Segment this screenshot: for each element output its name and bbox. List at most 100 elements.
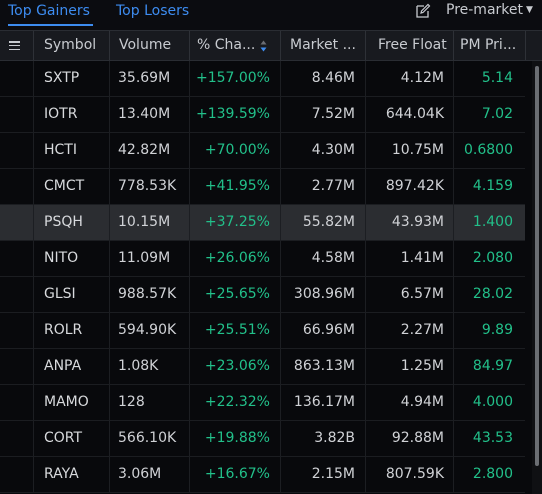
cell-change: +139.59%: [196, 97, 270, 132]
table-row[interactable]: MAMO 128 +22.32% 136.17M 4.94M 4.000: [0, 385, 525, 421]
column-divider: [109, 457, 110, 492]
column-divider: [109, 421, 110, 456]
column-divider: [365, 457, 366, 492]
table-row[interactable]: NITO 11.09M +26.06% 4.58M 1.41M 2.080: [0, 241, 525, 277]
cell-market-cap: 3.82B: [314, 421, 355, 456]
table-row[interactable]: RAYA 3.06M +16.67% 2.15M 807.59K 2.800: [0, 457, 525, 493]
cell-pm-price: 0.6800: [464, 133, 513, 168]
column-divider: [365, 385, 366, 420]
column-header-pm-price[interactable]: PM Pri...: [460, 31, 524, 60]
cell-pm-price: 2.080: [473, 241, 513, 276]
table-row[interactable]: CMCT 778.53K +41.95% 2.77M 897.42K 4.159: [0, 169, 525, 205]
cell-free-float: 92.88M: [392, 421, 444, 456]
column-divider: [453, 241, 454, 276]
column-divider: [453, 349, 454, 384]
cell-market-cap: 2.15M: [312, 457, 355, 492]
column-divider: [280, 241, 281, 276]
cell-market-cap: 7.52M: [312, 97, 355, 132]
column-divider: [453, 385, 454, 420]
table-row[interactable]: GLSI 988.57K +25.65% 308.96M 6.57M 28.02: [0, 277, 525, 313]
cell-change: +157.00%: [196, 61, 270, 96]
column-divider: [280, 61, 281, 96]
tab-top-losers[interactable]: Top Losers: [116, 0, 189, 24]
scrollbar-thumb[interactable]: [535, 66, 539, 466]
column-divider: [33, 277, 34, 312]
column-divider: [189, 385, 190, 420]
column-divider: [280, 31, 281, 60]
column-divider: [33, 61, 34, 96]
column-divider: [525, 31, 526, 60]
column-divider: [189, 169, 190, 204]
column-header-symbol[interactable]: Symbol: [44, 31, 108, 60]
cell-change: +25.51%: [205, 313, 270, 348]
cell-free-float: 6.57M: [401, 277, 444, 312]
cell-volume: 42.82M: [118, 133, 170, 168]
edit-icon[interactable]: [415, 3, 431, 19]
table-row[interactable]: CORT 566.10K +19.88% 3.82B 92.88M 43.53: [0, 421, 525, 457]
table-row[interactable]: HCTI 42.82M +70.00% 4.30M 10.75M 0.6800: [0, 133, 525, 169]
cell-symbol: NITO: [44, 241, 78, 276]
table-row[interactable]: IOTR 13.40M +139.59% 7.52M 644.04K 7.02: [0, 97, 525, 133]
cell-volume: 35.69M: [118, 61, 170, 96]
column-divider: [365, 61, 366, 96]
menu-icon[interactable]: [9, 41, 20, 50]
column-divider: [33, 97, 34, 132]
cell-market-cap: 66.96M: [303, 313, 355, 348]
column-header-free-float[interactable]: Free Float: [378, 31, 450, 60]
cell-free-float: 4.12M: [401, 61, 444, 96]
cell-free-float: 10.75M: [392, 133, 444, 168]
cell-change: +41.95%: [205, 169, 270, 204]
column-divider: [365, 349, 366, 384]
cell-market-cap: 55.82M: [303, 205, 355, 240]
table-row[interactable]: SXTP 35.69M +157.00% 8.46M 4.12M 5.14: [0, 61, 525, 97]
table-row[interactable]: PSQH 10.15M +37.25% 55.82M 43.93M 1.400: [0, 205, 525, 241]
cell-free-float: 2.27M: [401, 313, 444, 348]
column-header-change[interactable]: % Cha...: [197, 31, 257, 60]
cell-market-cap: 136.17M: [294, 385, 355, 420]
column-divider: [33, 385, 34, 420]
column-divider: [33, 205, 34, 240]
column-divider: [33, 31, 34, 60]
cell-pm-price: 4.159: [473, 169, 513, 204]
column-header-volume[interactable]: Volume: [119, 31, 183, 60]
column-divider: [453, 61, 454, 96]
column-divider: [109, 133, 110, 168]
column-divider: [365, 313, 366, 348]
cell-pm-price: 4.000: [473, 385, 513, 420]
column-divider: [109, 385, 110, 420]
column-divider: [365, 133, 366, 168]
cell-market-cap: 2.77M: [312, 169, 355, 204]
cell-change: +25.65%: [205, 277, 270, 312]
session-dropdown[interactable]: Pre-market ▼: [446, 0, 533, 22]
cell-symbol: IOTR: [44, 97, 77, 132]
sort-desc-icon[interactable]: [260, 40, 267, 52]
session-label: Pre-market: [446, 2, 523, 18]
column-divider: [280, 457, 281, 492]
column-divider: [109, 205, 110, 240]
cell-free-float: 1.25M: [401, 349, 444, 384]
cell-symbol: CMCT: [44, 169, 84, 204]
column-divider: [189, 61, 190, 96]
cell-pm-price: 84.97: [473, 349, 513, 384]
column-divider: [189, 31, 190, 60]
table-row[interactable]: ANPA 1.08K +23.06% 863.13M 1.25M 84.97: [0, 349, 525, 385]
cell-change: +70.00%: [205, 133, 270, 168]
tab-top-gainers[interactable]: Top Gainers: [8, 0, 90, 24]
column-divider: [33, 169, 34, 204]
column-header-market-cap[interactable]: Market ...: [290, 31, 360, 60]
cell-change: +19.88%: [205, 421, 270, 456]
column-divider: [453, 205, 454, 240]
cell-symbol: CORT: [44, 421, 82, 456]
cell-symbol: RAYA: [44, 457, 79, 492]
cell-free-float: 807.59K: [386, 457, 444, 492]
cell-free-float: 1.41M: [401, 241, 444, 276]
column-divider: [189, 313, 190, 348]
cell-market-cap: 308.96M: [294, 277, 355, 312]
column-divider: [280, 385, 281, 420]
column-divider: [365, 241, 366, 276]
cell-change: +22.32%: [205, 385, 270, 420]
cell-pm-price: 7.02: [482, 97, 513, 132]
column-divider: [189, 205, 190, 240]
column-divider: [109, 241, 110, 276]
table-row[interactable]: ROLR 594.90K +25.51% 66.96M 2.27M 9.89: [0, 313, 525, 349]
